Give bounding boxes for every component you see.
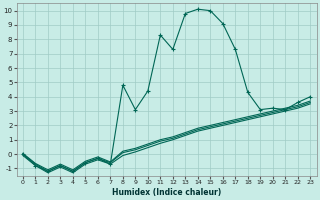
X-axis label: Humidex (Indice chaleur): Humidex (Indice chaleur) — [112, 188, 221, 197]
